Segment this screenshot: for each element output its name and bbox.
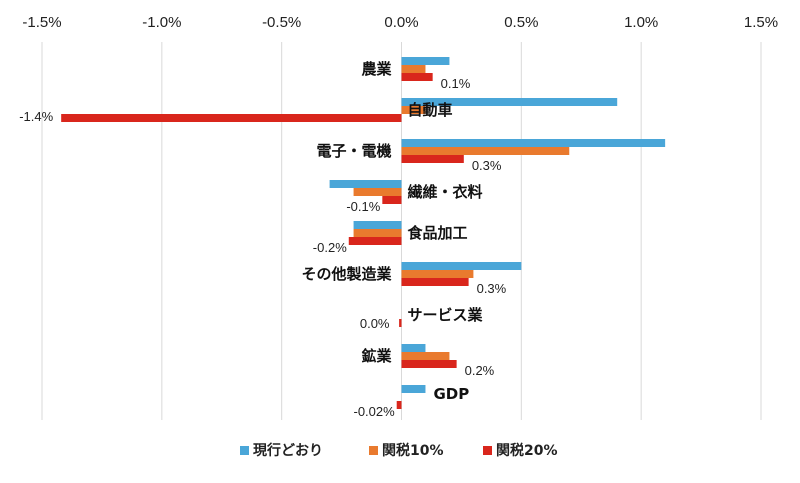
category-label: 電子・電機	[316, 142, 391, 160]
data-label: -0.1%	[346, 199, 380, 214]
data-label: -1.4%	[19, 109, 53, 124]
data-label: -0.2%	[313, 240, 347, 255]
bar-3	[401, 73, 433, 81]
bar-1	[329, 180, 402, 188]
x-tick-label: 0.0%	[384, 14, 418, 31]
data-label: 0.3%	[472, 158, 502, 173]
bar-3	[401, 278, 469, 286]
x-axis-tick-labels: -1.5% -1.0% -0.5% 0.0% 0.5% 1.0% 1.5%	[22, 14, 778, 31]
bars	[61, 57, 666, 409]
legend-swatch	[240, 446, 249, 455]
bar-1	[401, 139, 666, 147]
legend: 現行どおり 関税10% 関税20%	[240, 442, 558, 459]
category-label: サービス業	[408, 306, 484, 324]
data-label: -0.02%	[354, 404, 396, 419]
category-label: その他製造業	[301, 265, 392, 283]
x-tick-label: 1.0%	[624, 14, 658, 31]
data-labels: 0.1% -1.4% 0.3% -0.1% -0.2% 0.3% 0.0% 0.2% -0.02…	[19, 76, 506, 419]
bar-2	[401, 352, 450, 360]
bar-1	[401, 344, 426, 352]
category-label: 繊維・衣料	[408, 183, 483, 201]
category-label: 鉱業	[361, 347, 392, 365]
legend-swatch	[369, 446, 378, 455]
bar-2	[401, 270, 474, 278]
bar-1	[353, 221, 402, 229]
data-label: 0.0%	[360, 316, 390, 331]
data-label: 0.3%	[477, 281, 507, 296]
bar-1	[401, 385, 426, 393]
bar-2	[353, 229, 402, 237]
bar-1	[401, 262, 522, 270]
x-tick-label: -0.5%	[262, 14, 301, 31]
x-tick-label: -1.0%	[142, 14, 181, 31]
data-label: 0.2%	[465, 363, 495, 378]
bar-3	[401, 360, 457, 368]
category-label: 食品加工	[408, 224, 468, 242]
x-tick-label: 0.5%	[504, 14, 538, 31]
category-label: GDP	[434, 385, 470, 403]
legend-label: 現行どおり	[253, 442, 323, 459]
bar-3	[399, 319, 402, 327]
bar-2	[401, 65, 426, 73]
bar-1	[401, 57, 450, 65]
bar-3	[396, 401, 402, 409]
bar-3	[382, 196, 402, 204]
x-tick-label: -1.5%	[22, 14, 61, 31]
bar-2	[401, 106, 426, 114]
bar-1	[401, 98, 618, 106]
bar-3	[61, 114, 402, 122]
category-label: 農業	[361, 60, 392, 78]
bar-3	[348, 237, 402, 245]
legend-swatch	[483, 446, 492, 455]
bar-2	[353, 188, 402, 196]
data-label: 0.1%	[441, 76, 471, 91]
category-label: 自動車	[408, 101, 453, 119]
bar-3	[401, 155, 464, 163]
legend-label: 関税10%	[382, 442, 444, 459]
legend-label: 関税20%	[496, 442, 558, 459]
bar-2	[401, 147, 570, 155]
x-tick-label: 1.5%	[744, 14, 778, 31]
